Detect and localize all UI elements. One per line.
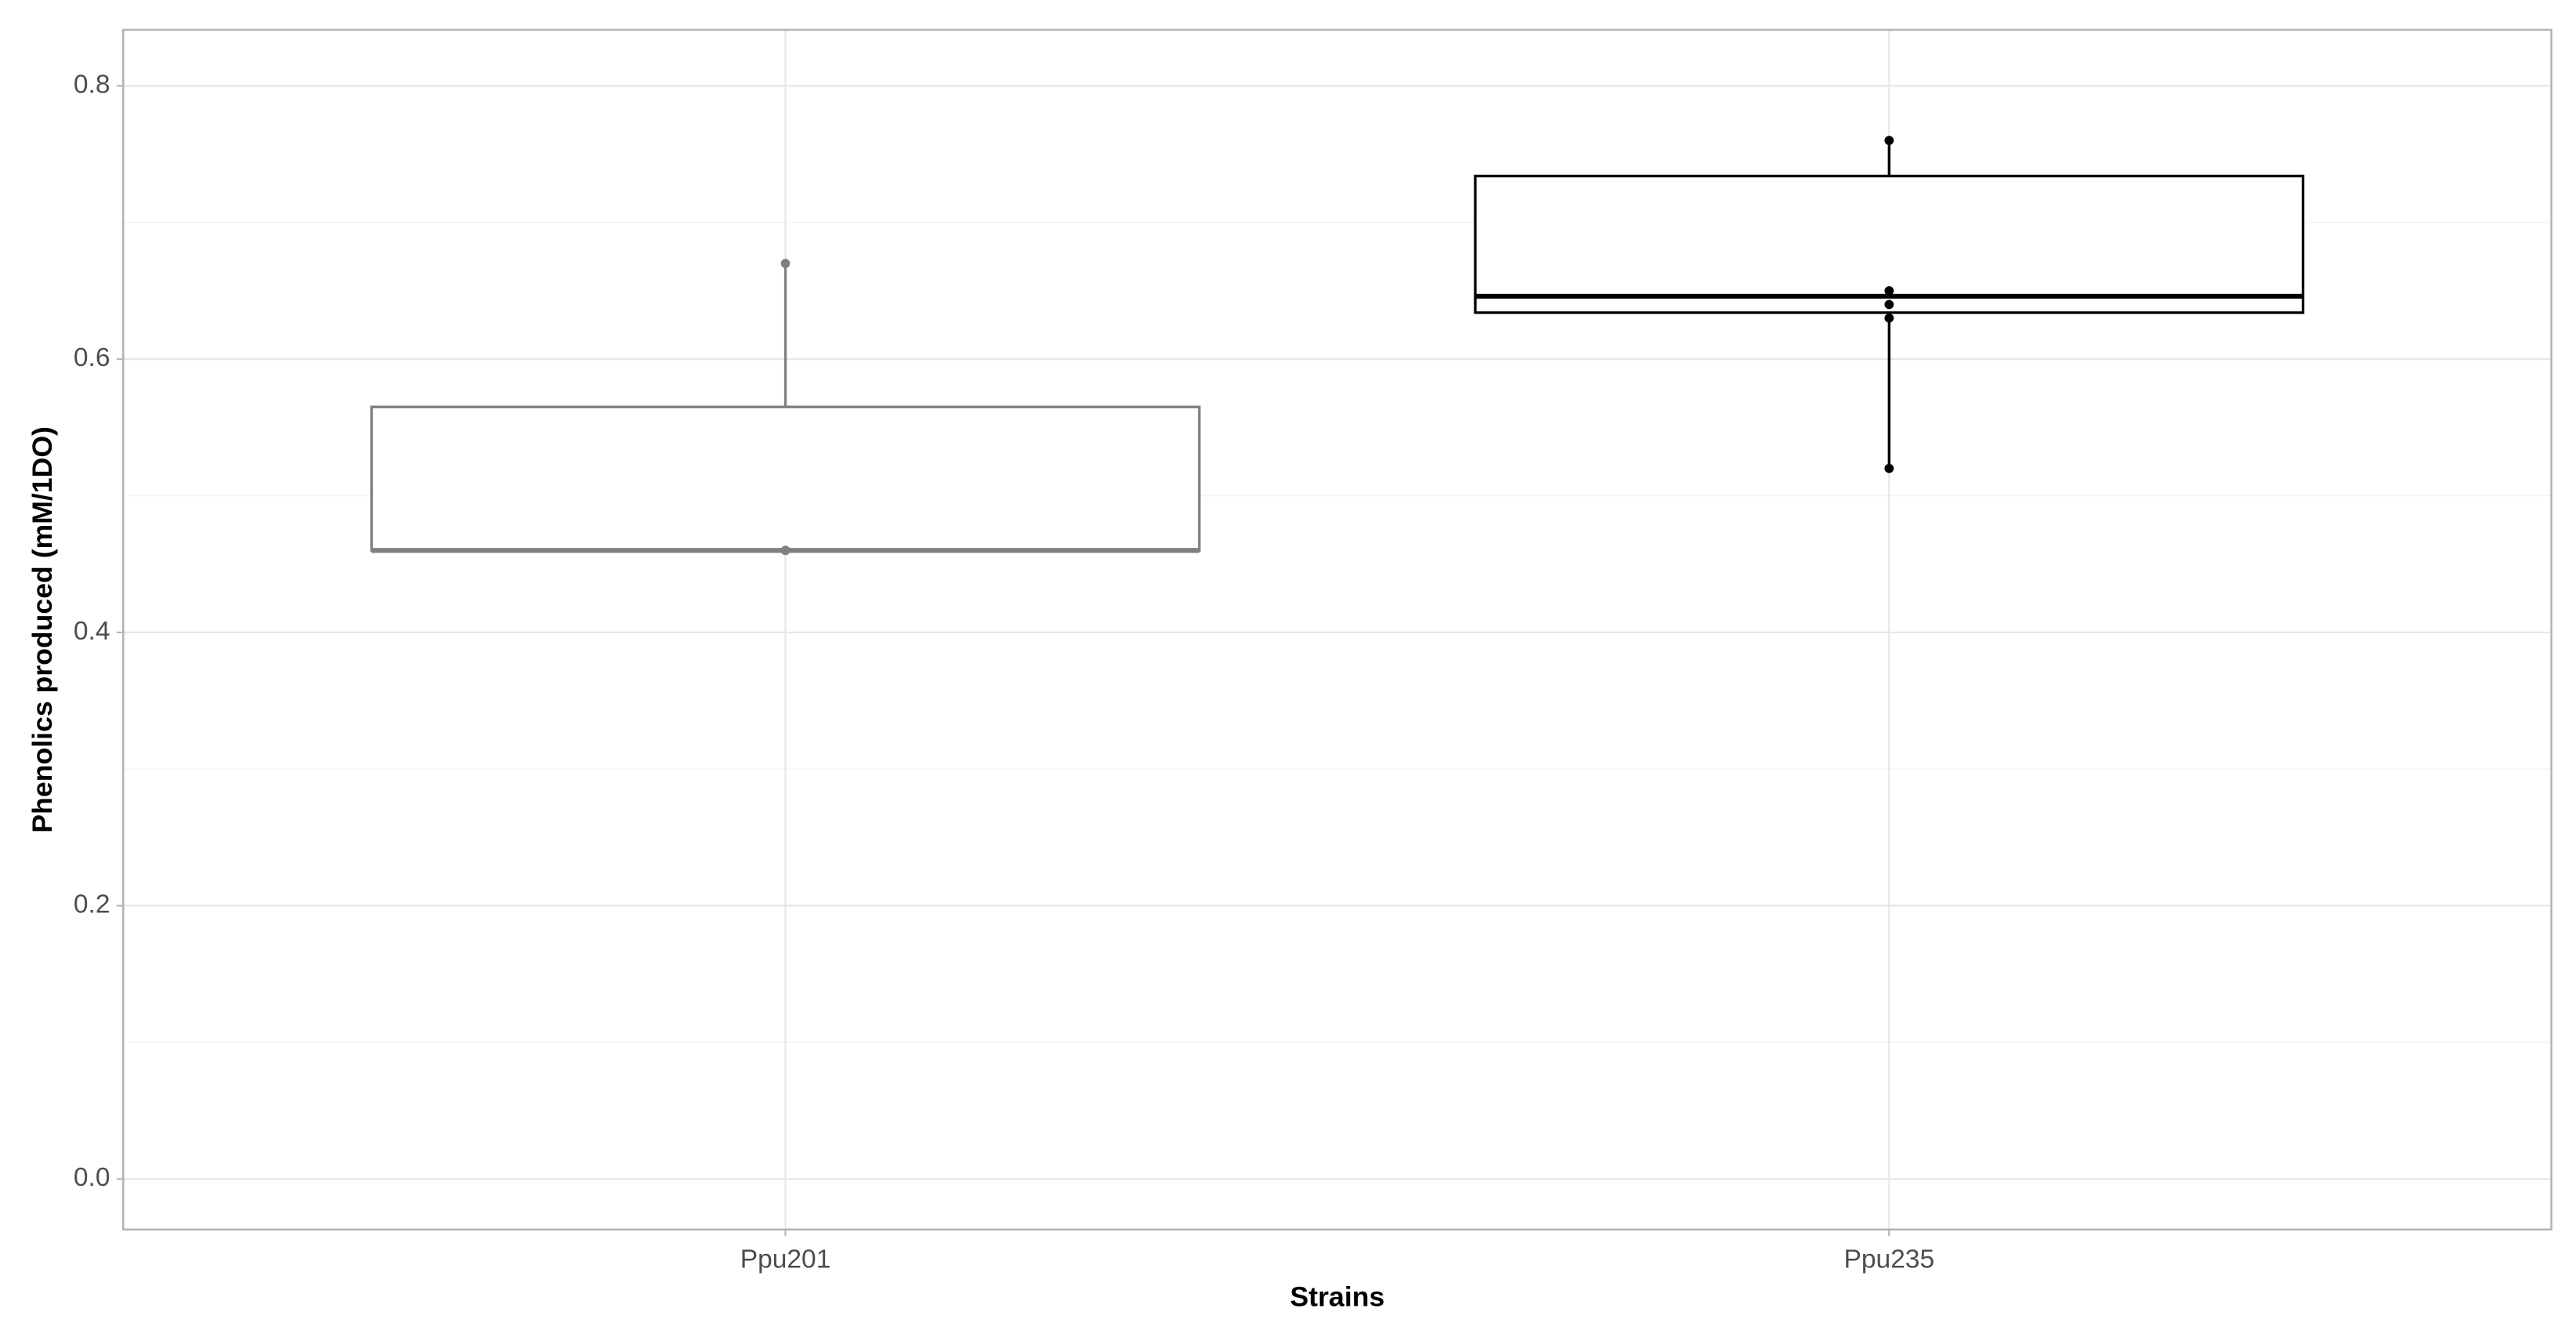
box [370,405,1201,552]
x-axis-title: Strains [1290,1281,1385,1312]
data-point [1884,299,1894,310]
y-tick-label: 0.0 [74,1163,110,1192]
y-tick-label: 0.2 [74,890,110,919]
data-point [1884,463,1894,473]
y-tick-label: 0.6 [74,343,110,372]
y-tick-label: 0.8 [74,70,110,99]
data-point [1884,286,1894,295]
x-tick-label: Ppu235 [1843,1245,1934,1274]
data-point [780,545,791,556]
data-point [1884,313,1894,323]
y-axis-title: Phenolics produced (mM/1DO) [27,426,58,833]
data-point [1884,136,1894,146]
x-tick-label: Ppu201 [740,1245,831,1274]
y-tick-label: 0.4 [74,617,110,646]
panel-border [122,28,2552,1231]
data-point [780,259,791,269]
